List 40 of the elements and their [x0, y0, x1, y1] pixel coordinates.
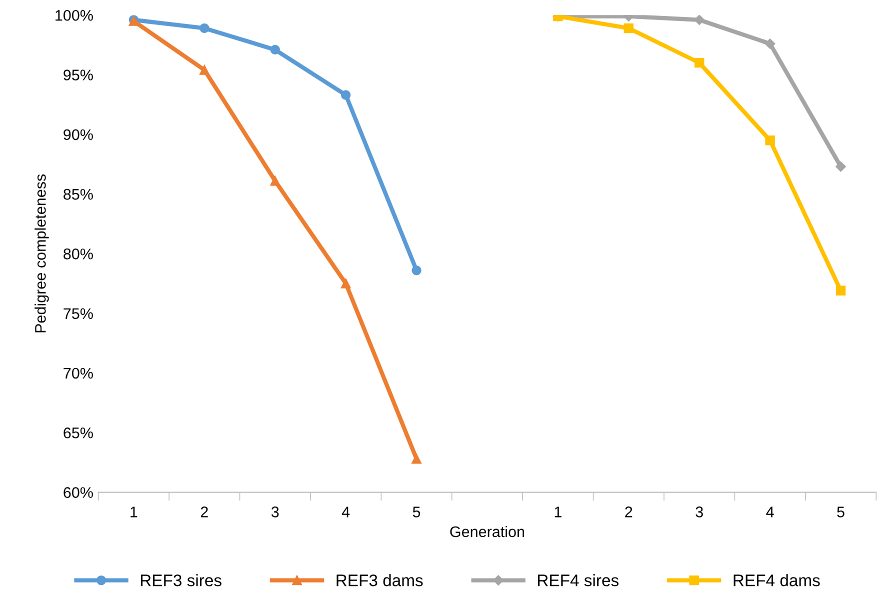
y-tick-label: 90% — [64, 129, 93, 140]
x-tick-label: 1 — [554, 506, 562, 518]
point — [694, 15, 704, 25]
point — [200, 23, 210, 34]
x-tick-label: 5 — [412, 506, 420, 518]
y-tick-label: 65% — [64, 427, 93, 438]
point — [412, 266, 422, 276]
point — [340, 278, 351, 288]
y-tick-label: 60% — [64, 487, 93, 498]
point — [764, 38, 776, 49]
legend-label: REF4 dams — [734, 574, 820, 586]
x-tick-label: 4 — [342, 506, 350, 518]
point — [694, 58, 704, 68]
legend-label: REF3 dams — [336, 574, 423, 586]
x-axis-title: Generation — [450, 526, 524, 538]
point — [765, 135, 775, 146]
point — [624, 23, 634, 34]
x-tick-label: 5 — [837, 506, 844, 518]
x-tick-label: 1 — [130, 506, 138, 518]
x-tick-label: 2 — [625, 506, 632, 518]
x-tick-label: 3 — [696, 506, 703, 518]
point — [270, 44, 280, 55]
y-tick-label: 100% — [56, 10, 93, 21]
point — [340, 90, 351, 100]
y-tick-label: 70% — [64, 368, 93, 379]
point — [836, 161, 846, 172]
point — [200, 65, 210, 75]
y-tick-label: 75% — [64, 308, 93, 320]
x-tick-label: 3 — [271, 506, 279, 518]
y-tick-label: 95% — [64, 70, 93, 80]
legend-label: REF4 sires — [538, 574, 618, 586]
y-axis-title: Pedigree completeness — [34, 174, 49, 332]
point — [836, 286, 846, 296]
y-tick-label: 80% — [64, 248, 93, 260]
y-tick-label: 85% — [64, 188, 93, 200]
point — [270, 176, 280, 186]
point — [412, 454, 422, 464]
x-tick-label: 2 — [200, 506, 208, 518]
legend-label: REF3 sires — [140, 574, 222, 586]
x-tick-label: 4 — [766, 506, 774, 518]
